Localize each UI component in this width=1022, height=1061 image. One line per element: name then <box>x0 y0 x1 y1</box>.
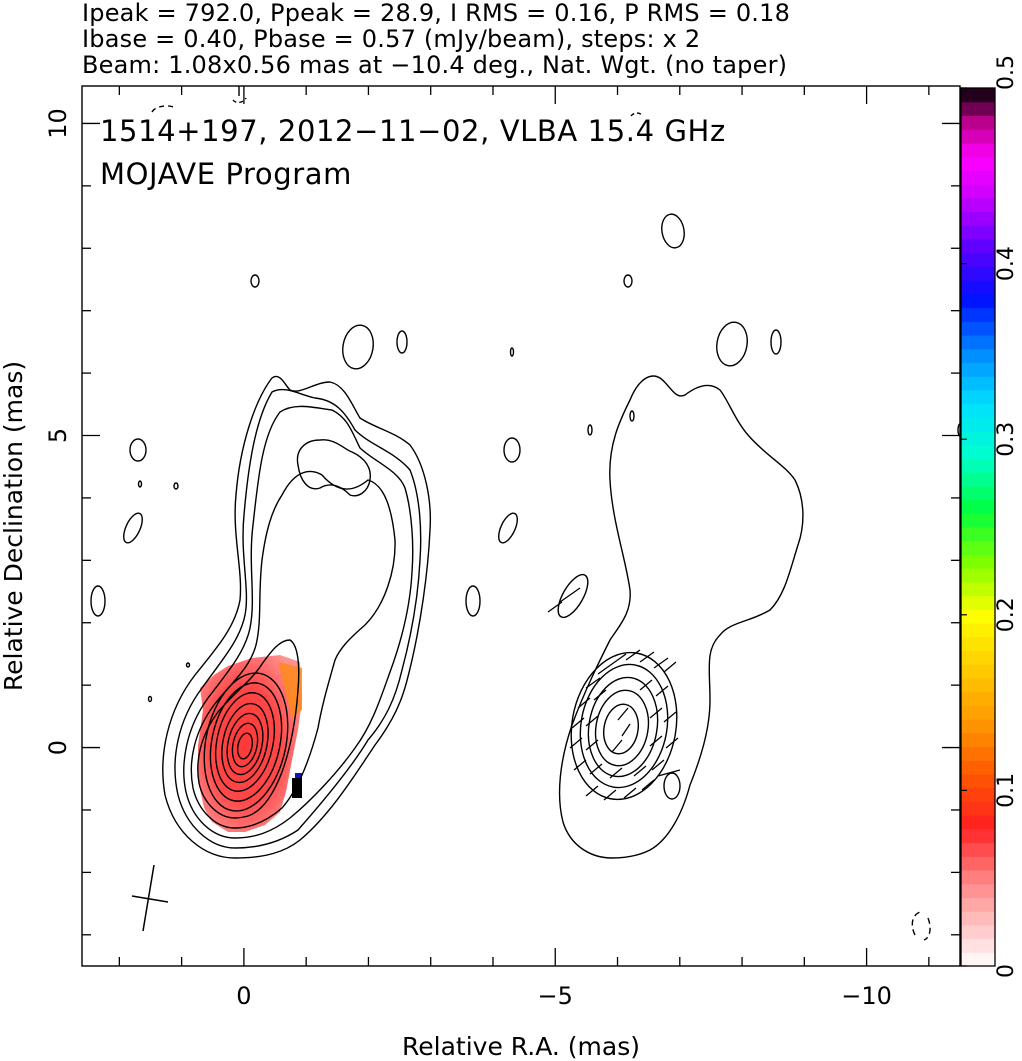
colorbar-step <box>961 458 995 473</box>
colorbar-step <box>961 225 995 240</box>
colorbar-step <box>961 485 995 501</box>
colorbar-step <box>961 623 995 638</box>
colorbar-step <box>961 883 995 899</box>
colorbar-step <box>961 513 995 528</box>
colorbar-tick-label: 0.1 <box>994 773 1019 808</box>
colorbar-step <box>961 801 995 816</box>
colorbar-step <box>961 554 995 569</box>
colorbar-step <box>961 129 995 144</box>
header-beam-line: Beam: 1.08x0.56 mas at −10.4 deg., Nat. … <box>82 51 788 79</box>
colorbar-step <box>961 293 995 309</box>
x-tick-label: −5 <box>538 982 573 1010</box>
plot-frame <box>81 85 961 967</box>
colorbar-tick-label: 0 <box>994 964 1019 978</box>
evpa-vectors <box>547 587 681 801</box>
colorbar-step <box>961 266 995 281</box>
colorbar-tick-label: 0.2 <box>994 597 1019 632</box>
colorbar-step <box>961 924 995 940</box>
colorbar-step <box>961 88 995 103</box>
colorbar-step <box>961 719 995 734</box>
header-base-line: Ibase = 0.40, Pbase = 0.57 (mJy/beam), s… <box>82 25 701 53</box>
colorbar-step <box>961 540 995 556</box>
colorbar-step <box>961 170 995 185</box>
colorbar-step <box>961 856 995 871</box>
colorbar-step <box>961 184 995 199</box>
beam-marker <box>131 864 169 932</box>
colorbar-step <box>961 787 995 802</box>
y-axis-label: Relative Declination (mas) <box>0 361 28 691</box>
colorbar-tick-label: 0.3 <box>994 422 1019 457</box>
colorbar-step <box>961 211 995 226</box>
x-tick-label: −10 <box>841 982 892 1010</box>
colorbar-step <box>961 527 995 542</box>
colorbar-step <box>961 595 995 610</box>
colorbar-step <box>961 568 995 583</box>
polarization-contours <box>465 112 960 941</box>
colorbar-step <box>961 499 995 514</box>
colorbar-step <box>961 252 995 267</box>
plot-title: 1514+197, 2012−11−02, VLBA 15.4 GHz <box>100 114 726 148</box>
colorbar-step <box>961 828 995 844</box>
colorbar-frame <box>960 87 996 967</box>
colorbar-step <box>961 952 995 967</box>
colorbar-step <box>961 238 995 254</box>
colorbar-step <box>961 444 995 460</box>
colorbar-step <box>961 842 995 857</box>
colorbar-step <box>961 403 995 418</box>
colorbar-step <box>961 581 995 597</box>
colorbar-step <box>961 376 995 391</box>
colorbar-step <box>961 705 995 720</box>
colorbar-step <box>961 650 995 665</box>
colorbar-step <box>961 760 995 775</box>
colorbar-step <box>961 472 995 487</box>
colorbar-step <box>961 636 995 652</box>
colorbar-step <box>961 691 995 706</box>
colorbar-step <box>961 280 995 295</box>
x-tick-label: 0 <box>236 982 251 1010</box>
colorbar: 0 0.1 0.2 0.3 0.4 0.5 <box>960 55 1019 978</box>
colorbar-step <box>961 142 995 158</box>
colorbar-step <box>961 664 995 679</box>
colorbar-step <box>961 677 995 693</box>
colorbar-step <box>961 815 995 830</box>
y-tick-label: 10 <box>44 108 72 139</box>
y-tick-label: 5 <box>44 428 72 443</box>
colorbar-step <box>961 417 995 432</box>
colorbar-step <box>961 334 995 350</box>
x-axis-label: Relative R.A. (mas) <box>402 1032 640 1061</box>
colorbar-tick-label: 0.4 <box>994 246 1019 281</box>
colorbar-step <box>961 321 995 336</box>
header-stats-line: Ipeak = 792.0, Ppeak = 28.9, I RMS = 0.1… <box>82 0 791 27</box>
colorbar-step <box>961 197 995 213</box>
colorbar-step <box>961 897 995 912</box>
colorbar-step <box>961 938 995 953</box>
intensity-contours <box>90 86 432 859</box>
colorbar-step <box>961 746 995 761</box>
colorbar-step <box>961 362 995 377</box>
colorbar-step <box>961 869 995 885</box>
colorbar-step <box>961 348 995 363</box>
colorbar-step <box>961 156 995 171</box>
plot-subtitle: MOJAVE Program <box>100 157 352 191</box>
axis-ticks <box>82 86 960 966</box>
colorbar-step <box>961 609 995 624</box>
colorbar-step <box>961 115 995 130</box>
colorbar-step <box>961 101 995 117</box>
colorbar-step <box>961 307 995 322</box>
colorbar-step <box>961 389 995 405</box>
colorbar-step <box>961 430 995 446</box>
colorbar-step <box>961 773 995 789</box>
y-tick-label: 0 <box>44 740 72 755</box>
colorbar-step <box>961 911 995 926</box>
axis-tick-labels: 0 −5 −10 0 5 10 <box>44 108 892 1010</box>
colorbar-tick-label: 0.5 <box>994 55 1019 90</box>
colorbar-step <box>961 732 995 748</box>
